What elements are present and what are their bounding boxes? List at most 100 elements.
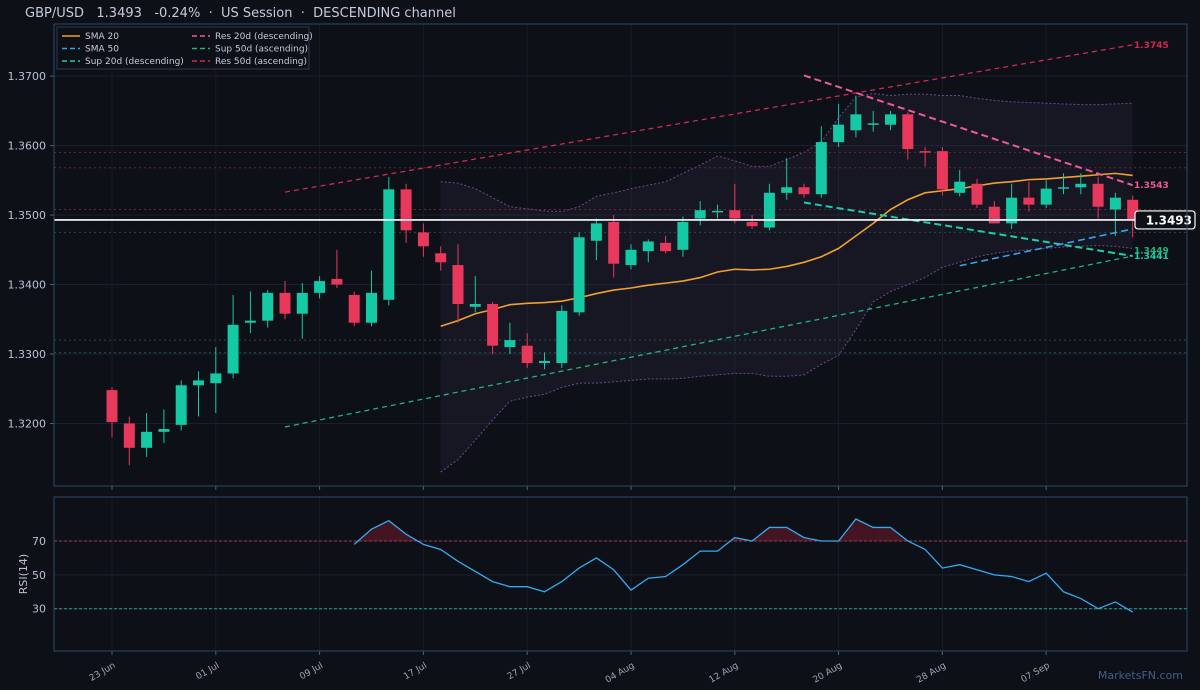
candles bbox=[106, 95, 1139, 466]
candle-body bbox=[798, 187, 810, 195]
trendline bbox=[959, 228, 1133, 267]
legend: SMA 20 SMA 50 Sup 20d (descending) Res 20d … bbox=[56, 26, 313, 70]
trendline bbox=[803, 74, 1134, 187]
candle-body bbox=[954, 181, 966, 193]
candle-body bbox=[106, 390, 118, 423]
candle-body bbox=[366, 292, 377, 323]
change: -0.24% bbox=[154, 6, 201, 21]
candle-body bbox=[1075, 183, 1087, 188]
candle-body bbox=[193, 380, 204, 386]
candle-body bbox=[296, 292, 308, 314]
candle-body bbox=[850, 114, 862, 131]
candle-body bbox=[141, 431, 153, 448]
rsi-line bbox=[353, 518, 1134, 613]
candle-body bbox=[971, 183, 983, 205]
candle-body bbox=[1058, 187, 1069, 189]
sma20-line bbox=[440, 172, 1133, 327]
watermark: MarketsFN.com bbox=[1098, 669, 1183, 682]
x-tick-label: 28 Aug bbox=[915, 661, 948, 686]
candle-body bbox=[435, 253, 447, 263]
candle-body bbox=[279, 292, 291, 314]
candle-body bbox=[1092, 183, 1104, 207]
x-tick-label: 27 Jul bbox=[506, 661, 533, 682]
candle-body bbox=[1127, 199, 1139, 220]
candle-body bbox=[314, 281, 326, 293]
rsi-tick-label: 70 bbox=[32, 535, 46, 548]
level-lines bbox=[54, 152, 1187, 354]
candle-body bbox=[573, 237, 585, 313]
candle-body bbox=[348, 294, 360, 323]
candle-body bbox=[158, 429, 170, 432]
candle-body bbox=[1023, 197, 1035, 205]
legend-box bbox=[56, 26, 310, 70]
candle-body bbox=[123, 423, 135, 448]
y-tick-label: 1.3400 bbox=[8, 279, 47, 292]
candle-body bbox=[919, 151, 931, 153]
y-tick-label: 1.3700 bbox=[8, 70, 47, 83]
rsi-tick-label: 30 bbox=[32, 603, 46, 616]
candle-body bbox=[262, 292, 274, 321]
y-tick-label: 1.3600 bbox=[8, 140, 47, 153]
level-price-label: 1.3745 bbox=[1134, 41, 1169, 51]
candle-body bbox=[867, 123, 879, 125]
candle-body bbox=[504, 340, 516, 348]
level-price-label: 1.3441 bbox=[1134, 252, 1169, 262]
rsi-overbought-fill bbox=[371, 520, 389, 541]
candle-body bbox=[694, 210, 706, 219]
candle-body bbox=[331, 278, 343, 285]
candle-body bbox=[677, 222, 689, 250]
x-tick-label: 09 Jul bbox=[298, 661, 325, 682]
last-price-label: 1.3493 bbox=[1146, 213, 1192, 227]
candle-body bbox=[590, 223, 602, 241]
candle-body bbox=[936, 151, 948, 190]
x-tick-label: 23 Jun bbox=[88, 661, 118, 684]
x-tick-label: 07 Sep bbox=[1020, 661, 1052, 685]
channel: DESCENDING channel bbox=[313, 6, 456, 21]
rsi-panel bbox=[54, 518, 1187, 613]
rsi-overbought-fill bbox=[769, 527, 787, 541]
x-tick-label: 20 Aug bbox=[811, 661, 844, 686]
legend-label: Res 50d (ascending) bbox=[215, 57, 307, 67]
candle-body bbox=[833, 124, 845, 143]
candle-body bbox=[642, 241, 654, 252]
last-price-box bbox=[1134, 210, 1196, 230]
candle-body bbox=[417, 232, 429, 247]
price-panel-frame bbox=[53, 23, 1188, 487]
candle-body bbox=[400, 189, 412, 231]
candle-body bbox=[469, 303, 481, 307]
candle-body bbox=[988, 206, 1000, 224]
candle-body bbox=[521, 345, 533, 364]
candle-body bbox=[781, 187, 793, 193]
x-tick-label: 17 Jul bbox=[402, 661, 429, 682]
level-price-label: 1.3449 bbox=[1134, 246, 1169, 256]
indicator-lines bbox=[284, 44, 1134, 428]
candle-body bbox=[729, 210, 741, 219]
rsi-overbought-fill bbox=[873, 527, 891, 541]
rsi-tick-label: 50 bbox=[32, 569, 46, 582]
x-tick-label: 12 Aug bbox=[708, 661, 741, 686]
candle-body bbox=[556, 310, 568, 364]
candle-body bbox=[1006, 197, 1018, 224]
candle-body bbox=[885, 114, 896, 125]
candle-body bbox=[452, 265, 464, 304]
rsi-overbought-fill bbox=[786, 527, 804, 541]
candle-body bbox=[712, 210, 723, 213]
candle-body bbox=[1040, 188, 1052, 205]
trendline bbox=[803, 201, 1133, 258]
candle-body bbox=[625, 249, 637, 266]
candle-body bbox=[175, 385, 187, 425]
symbol: GBP/USD bbox=[25, 6, 84, 21]
candle-body bbox=[383, 189, 395, 300]
level-price-label: 1.3543 bbox=[1134, 181, 1169, 191]
rsi-axis-label: RSI(14) bbox=[17, 554, 30, 594]
rsi-overbought-fill bbox=[388, 520, 407, 541]
candle-body bbox=[487, 303, 499, 346]
rsi-panel-frame bbox=[53, 496, 1188, 652]
candle-body bbox=[539, 360, 550, 364]
candle-body bbox=[660, 242, 672, 252]
candle-body bbox=[244, 320, 256, 323]
candle-body bbox=[608, 222, 620, 264]
candle-body bbox=[1109, 197, 1121, 210]
rsi-overbought-fill bbox=[855, 519, 874, 541]
